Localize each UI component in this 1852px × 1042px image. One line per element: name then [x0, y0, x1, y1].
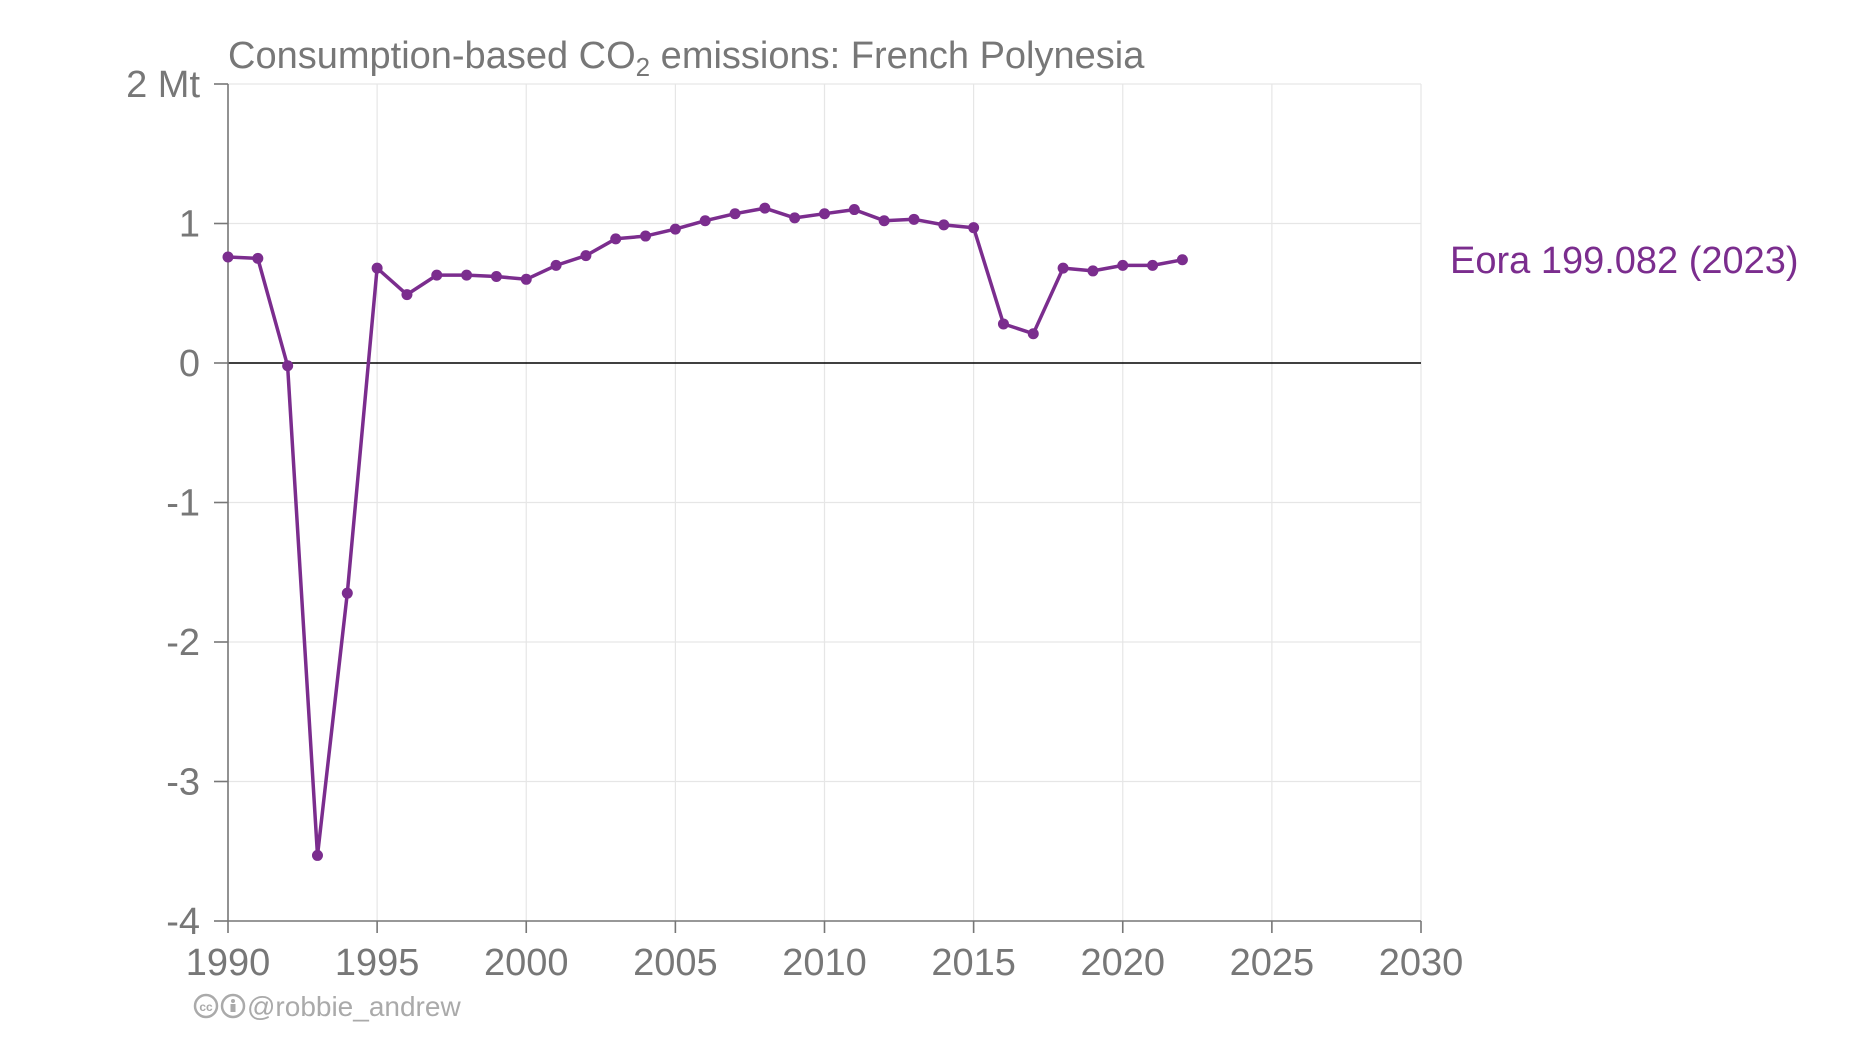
x-tick-label: 2010 [782, 942, 867, 984]
data-point [1057, 262, 1069, 274]
x-tick-label: 2005 [633, 942, 718, 984]
data-point [1087, 265, 1099, 277]
y-tick-label: -3 [166, 762, 200, 804]
data-point [610, 233, 622, 245]
data-point [520, 273, 532, 285]
chart-title-suffix: emissions: French Polynesia [650, 35, 1145, 77]
data-point [461, 269, 473, 281]
data-point [729, 208, 741, 220]
y-tick-label: -2 [166, 622, 200, 664]
x-tick-label: 2015 [931, 942, 1016, 984]
svg-text:cc: cc [199, 1000, 213, 1014]
data-point [848, 204, 860, 216]
series-line [226, 206, 1185, 858]
y-tick-label: 2 Mt [126, 64, 200, 106]
x-tick-label: 2020 [1080, 942, 1165, 984]
data-point [878, 215, 890, 227]
data-point [640, 230, 652, 242]
series-label: Eora 199.082 (2023) [1450, 240, 1799, 282]
data-point [669, 223, 681, 235]
data-point [550, 259, 562, 271]
series-layer [222, 202, 1188, 861]
data-point [1176, 254, 1188, 266]
x-tick-label: 2030 [1379, 942, 1464, 984]
data-point [699, 215, 711, 227]
credit-line: cc @robbie_andrew [193, 991, 461, 1022]
chart-title-prefix: Consumption-based CO [228, 35, 636, 77]
cc-icon: cc [193, 993, 219, 1019]
data-point [1147, 259, 1159, 271]
data-point [908, 213, 920, 225]
data-point [490, 271, 502, 283]
credit-handle: @robbie_andrew [247, 991, 461, 1022]
y-tick-label: -4 [166, 901, 200, 943]
chart-title-subscript: 2 [636, 52, 650, 82]
data-point [311, 849, 323, 861]
data-point [371, 262, 383, 274]
data-point [401, 289, 413, 301]
data-point [1117, 259, 1129, 271]
y-tick-label: 0 [179, 343, 200, 385]
grid-lines [228, 83, 1422, 921]
x-tick-label: 1990 [186, 942, 271, 984]
data-point [789, 212, 801, 224]
data-point [819, 208, 830, 220]
data-point [222, 251, 234, 263]
data-point [968, 222, 980, 234]
x-tick-label: 1995 [335, 942, 420, 984]
data-point [282, 360, 294, 372]
data-point [759, 202, 771, 214]
data-point [938, 219, 950, 231]
y-tick-label: -1 [166, 483, 200, 525]
x-tick-label: 2025 [1230, 942, 1315, 984]
data-point [1027, 328, 1039, 340]
data-point [997, 318, 1009, 330]
data-point [580, 250, 592, 262]
data-point [252, 252, 264, 264]
axes [214, 83, 1422, 933]
y-tick-label: 1 [179, 204, 200, 246]
chart-title: Consumption-based CO2 emissions: French … [228, 35, 1145, 82]
x-tick-label: 2000 [484, 942, 569, 984]
data-point [431, 269, 443, 281]
by-icon [220, 993, 246, 1019]
data-point [341, 587, 353, 599]
